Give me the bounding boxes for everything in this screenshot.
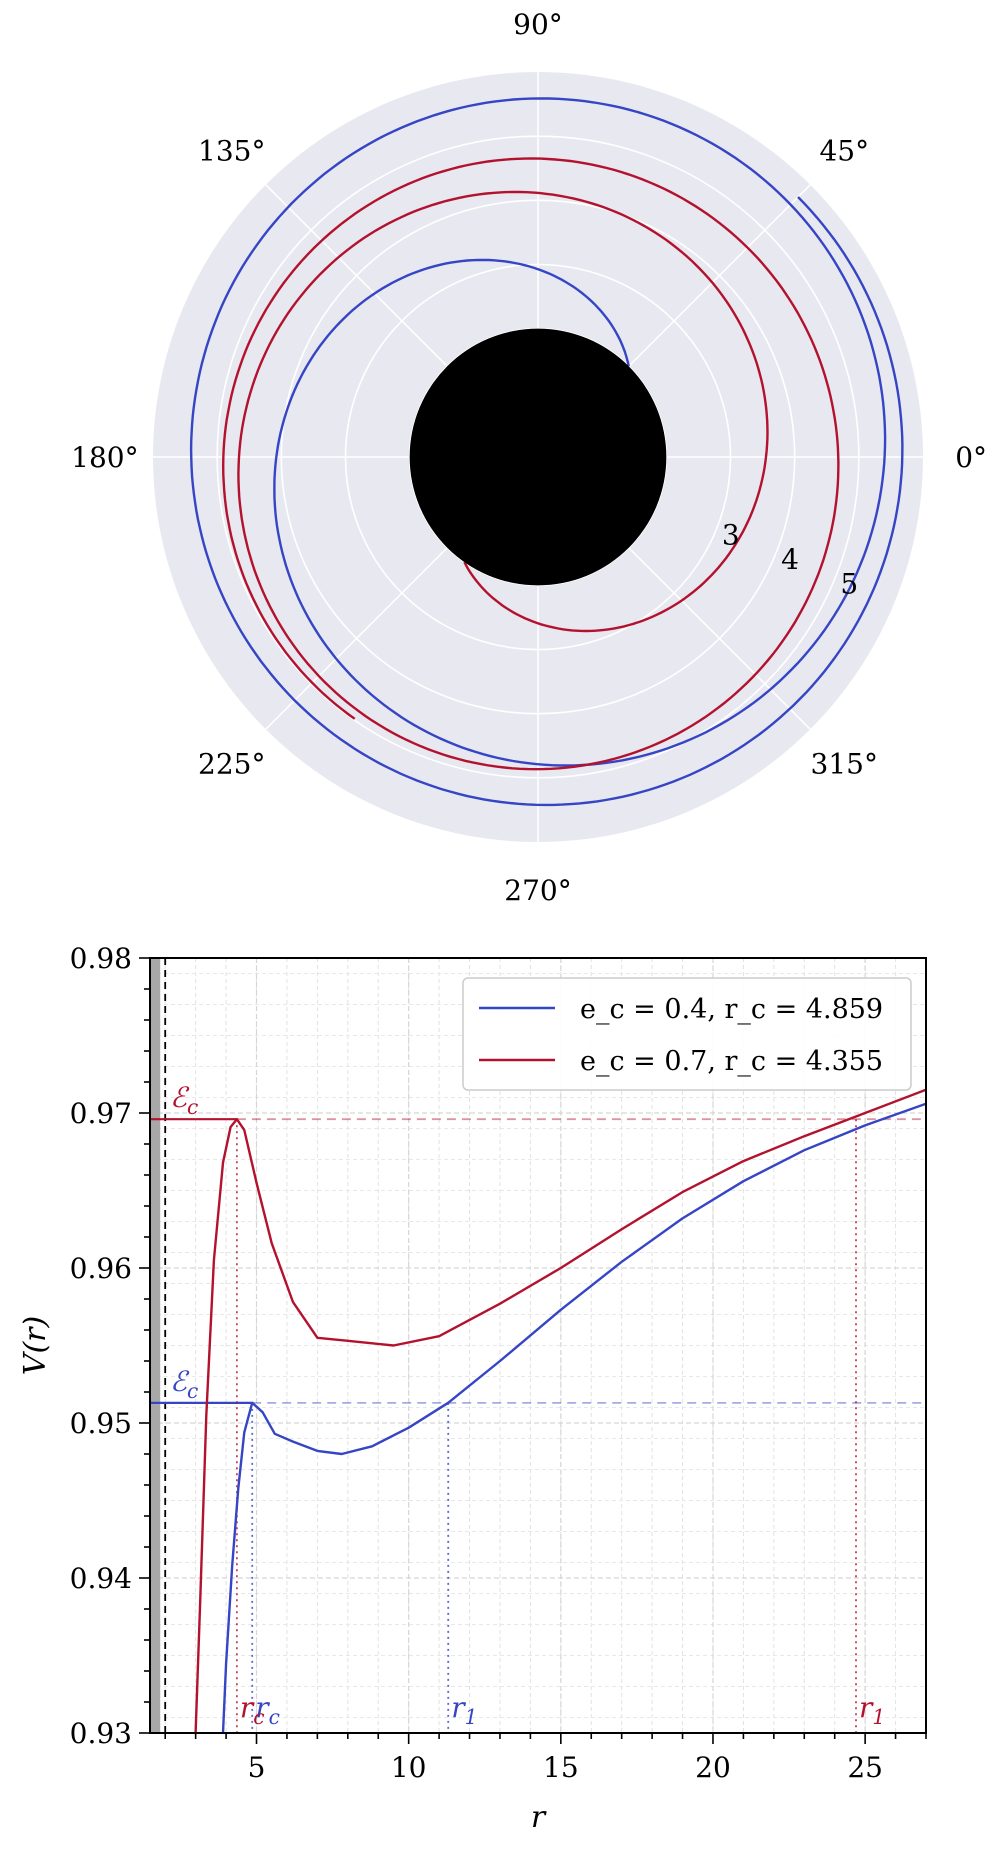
horizon-disk xyxy=(409,328,667,586)
y-tick-label: 0.94 xyxy=(70,1562,132,1595)
angle-tick-label: 45° xyxy=(819,135,869,168)
y-tick-label: 0.96 xyxy=(70,1252,132,1285)
energy-label: ℰc xyxy=(170,1365,198,1403)
rc-label: rc xyxy=(240,1691,265,1729)
energy-label: ℰc xyxy=(170,1081,198,1119)
radial-tick-label: 3 xyxy=(722,518,740,551)
y-axis-title: V(r) xyxy=(18,1316,53,1375)
axes-frame xyxy=(149,957,927,1734)
polar-chart: 0° 45° 90° 135° 180° 225° 270° 315° 3 4 5 xyxy=(71,8,987,907)
radial-tick-label: 4 xyxy=(781,543,799,576)
angle-tick-label: 135° xyxy=(198,135,265,168)
y-tick-label: 0.97 xyxy=(70,1097,132,1130)
rc-label: rc xyxy=(255,1691,280,1729)
r1-label: r1 xyxy=(859,1691,885,1729)
x-tick-label: 25 xyxy=(847,1751,883,1784)
radial-tick-label: 5 xyxy=(840,567,858,600)
angle-tick-label: 225° xyxy=(198,747,265,780)
potential-curve-red xyxy=(194,1088,926,1733)
angle-tick-label: 180° xyxy=(71,441,138,474)
legend-entry: e_c = 0.7, r_c = 4.355 xyxy=(580,1046,883,1077)
y-tick-label: 0.93 xyxy=(70,1717,132,1750)
potential-chart: 5 10 15 20 25 0.93 0.94 0.95 0.96 0.97 0.98 r V(r) ℰc… xyxy=(18,942,927,1835)
horizon-band xyxy=(150,958,161,1733)
angle-tick-label: 315° xyxy=(811,747,878,780)
x-tick-label: 20 xyxy=(695,1751,731,1784)
x-tick-label: 15 xyxy=(543,1751,579,1784)
r1-label: r1 xyxy=(451,1691,477,1729)
polar-series-red xyxy=(221,157,840,771)
plot-area xyxy=(150,1088,926,1733)
angle-tick-label: 0° xyxy=(955,441,987,474)
legend-box xyxy=(462,977,912,1091)
x-tick-label: 5 xyxy=(248,1751,266,1784)
y-tick-label: 0.98 xyxy=(70,942,132,975)
x-axis-title: r xyxy=(531,1800,547,1835)
potential-curve-blue xyxy=(221,1102,926,1733)
angle-tick-label: 270° xyxy=(504,874,571,907)
legend-entry: e_c = 0.4, r_c = 4.859 xyxy=(580,994,883,1025)
polar-series-blue xyxy=(189,97,904,807)
x-tick-label: 10 xyxy=(391,1751,427,1784)
angle-tick-label: 90° xyxy=(513,8,563,41)
y-tick-label: 0.95 xyxy=(70,1407,132,1440)
